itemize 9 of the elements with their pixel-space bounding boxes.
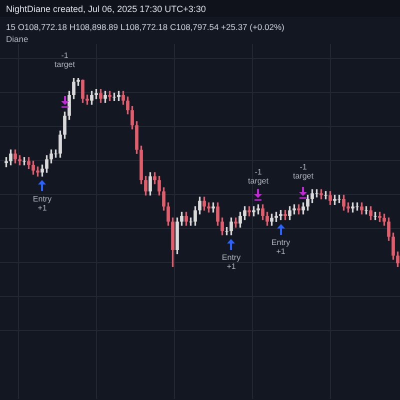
chart-title: NightDiane created, Jul 06, 2025 17:30 UTC+3:30 — [0, 0, 400, 17]
chart-subtitle: 15 O108,772.18 H108,898.89 L108,772.18 C108,797.54 +25.37 (+0.02%) — [5, 21, 286, 32]
annotation: -1 target — [293, 162, 314, 181]
annotation: Entry +1 — [222, 252, 241, 271]
annotation: Entry +1 — [271, 238, 290, 256]
legend-title: Diane — [5, 33, 30, 44]
text: -1 target — [54, 51, 76, 69]
annotation: Entry +1 — [32, 194, 52, 212]
annotation: -1 target — [248, 168, 270, 186]
